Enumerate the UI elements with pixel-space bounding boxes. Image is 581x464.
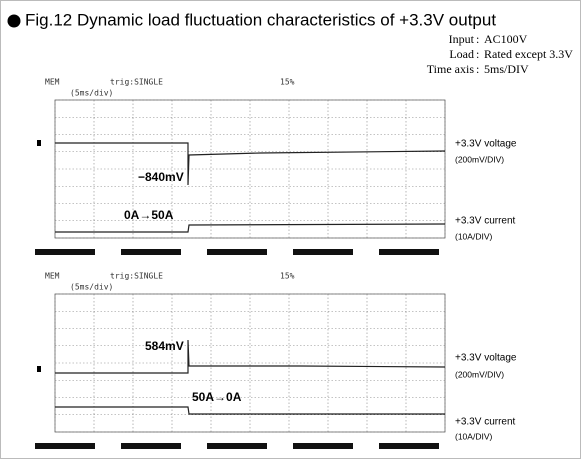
softkey	[207, 443, 267, 449]
softkey	[121, 249, 181, 255]
current-annotation: 50A→0A	[192, 390, 242, 404]
colon: :	[476, 47, 479, 61]
voltage-annotation: 584mV	[145, 339, 184, 353]
scope-level: 15%	[280, 272, 295, 281]
scope-timebase: (5ms/div)	[70, 283, 113, 292]
softkey	[379, 249, 439, 255]
softkey	[35, 249, 95, 255]
voltage-scale: (200mV/DIV)	[455, 369, 504, 379]
current-label: +3.3V current	[455, 216, 516, 227]
channel-marker	[37, 366, 41, 372]
condition-value: Rated except 3.3V	[484, 47, 573, 61]
softkey	[293, 443, 353, 449]
voltage-scale: (200mV/DIV)	[455, 154, 504, 164]
scope-status: MEM	[45, 272, 60, 281]
condition-value: AC100V	[484, 32, 528, 46]
current-annotation: 0A→50A	[124, 208, 174, 222]
condition-label: Load	[449, 47, 474, 61]
scope-status: MEM	[45, 78, 60, 87]
current-label: +3.3V current	[455, 417, 516, 428]
softkey	[35, 443, 95, 449]
scope-trigger: trig:SINGLE	[110, 272, 163, 281]
softkey	[207, 249, 267, 255]
title: Fig.12 Dynamic load fluctuation characte…	[25, 10, 496, 29]
voltage-annotation: −840mV	[138, 170, 184, 184]
condition-label: Time axis	[427, 62, 475, 76]
condition-value: 5ms/DIV	[484, 62, 529, 76]
softkey	[379, 443, 439, 449]
voltage-label: +3.3V voltage	[455, 139, 517, 150]
colon: :	[476, 32, 479, 46]
softkey	[121, 443, 181, 449]
softkey	[293, 249, 353, 255]
bullet	[8, 15, 21, 28]
figure: Fig.12 Dynamic load fluctuation characte…	[0, 0, 581, 459]
current-scale: (10A/DIV)	[455, 431, 492, 441]
channel-marker	[37, 140, 41, 146]
current-scale: (10A/DIV)	[455, 231, 492, 241]
scope-level: 15%	[280, 78, 295, 87]
colon: :	[476, 62, 479, 76]
scope-trigger: trig:SINGLE	[110, 78, 163, 87]
condition-label: Input	[449, 32, 475, 46]
voltage-label: +3.3V voltage	[455, 353, 517, 364]
scope-timebase: (5ms/div)	[70, 89, 113, 98]
